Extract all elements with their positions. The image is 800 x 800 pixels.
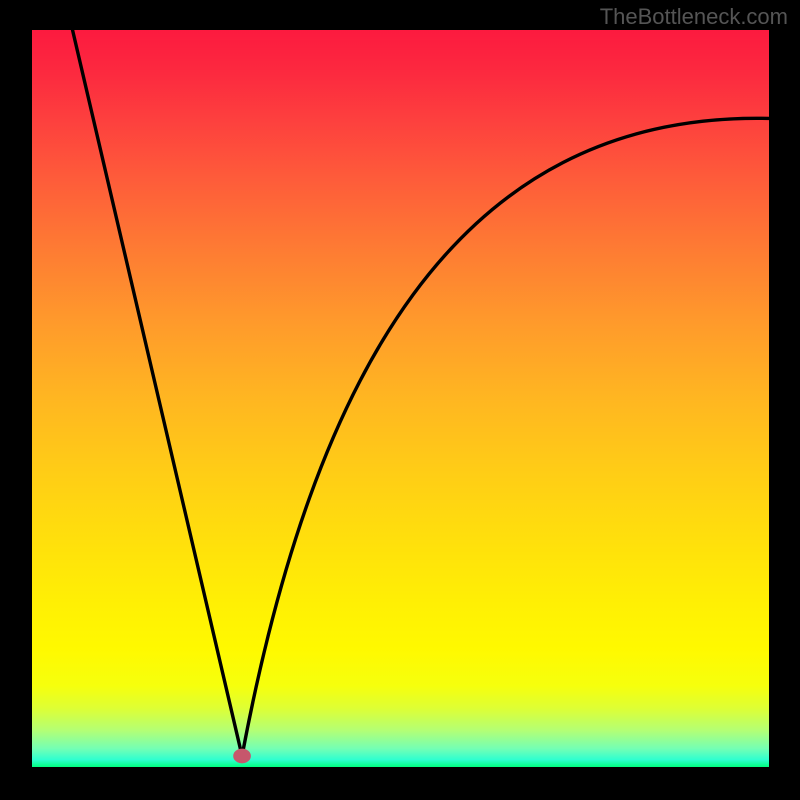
curve-layer <box>32 30 769 767</box>
bottleneck-curve <box>73 30 769 756</box>
chart-container: TheBottleneck.com <box>0 0 800 800</box>
apex-marker <box>233 749 251 764</box>
watermark-text: TheBottleneck.com <box>600 4 788 30</box>
plot-area <box>32 30 769 767</box>
